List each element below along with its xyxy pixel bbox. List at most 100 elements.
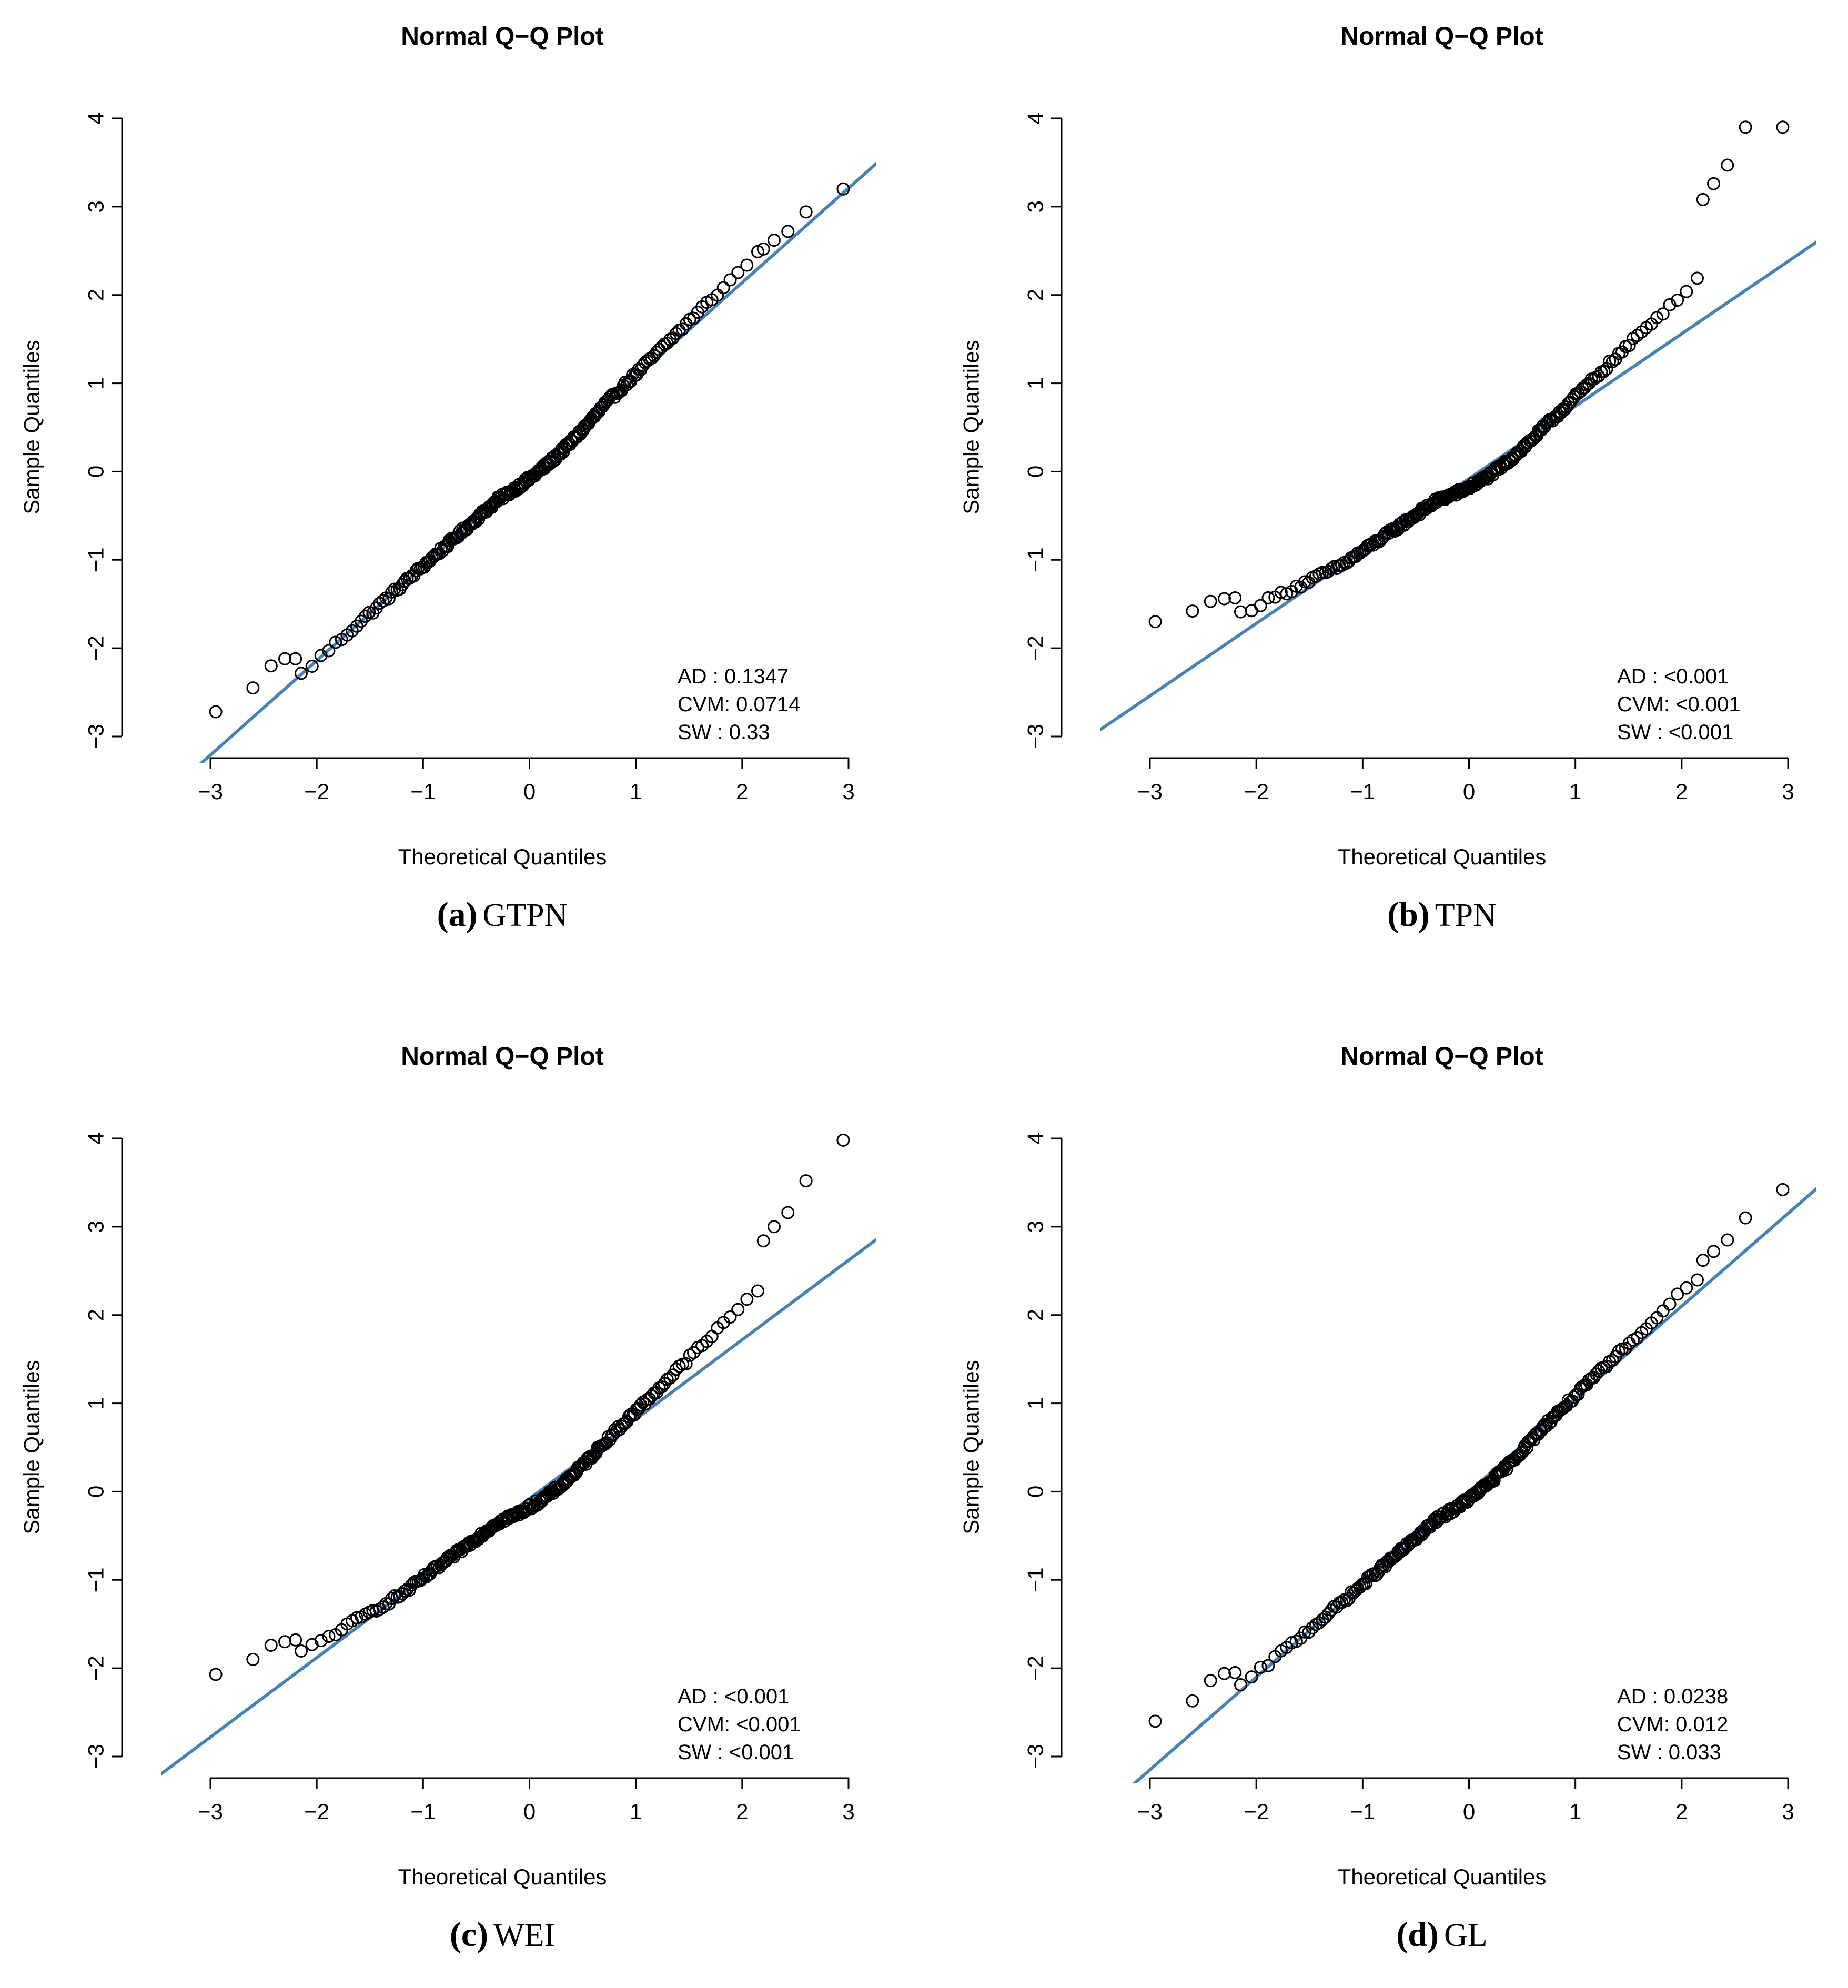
qq-point [740, 1293, 754, 1306]
y-tick-label: −3 [84, 724, 108, 749]
x-tick-label: −3 [198, 779, 223, 804]
y-tick-label: 2 [84, 1309, 108, 1321]
qq-point [1605, 355, 1619, 369]
qq-point [836, 182, 850, 196]
caption-name: GL [1444, 1918, 1488, 1953]
qq-point [799, 205, 813, 219]
qq-point [1656, 307, 1670, 321]
qq-point [598, 1437, 612, 1451]
qq-reference-line [1132, 1187, 1816, 1783]
y-tick-label: 1 [1023, 1397, 1048, 1409]
qq-point [295, 1644, 308, 1658]
qq-point [1656, 1304, 1670, 1318]
qq-point [278, 652, 292, 665]
x-tick-label: −1 [1350, 1799, 1375, 1824]
x-axis-label: Theoretical Quantiles [1338, 1864, 1547, 1889]
qq-point [246, 681, 260, 695]
y-tick-label: −1 [1023, 1567, 1048, 1592]
qq-point [716, 281, 730, 295]
qq-point [1186, 604, 1199, 618]
x-tick-label: −1 [1350, 779, 1375, 804]
x-tick-label: 2 [1675, 1799, 1688, 1824]
y-tick-label: 0 [84, 466, 108, 478]
qq-point [1663, 298, 1677, 311]
x-tick-label: −2 [1244, 779, 1269, 804]
x-tick-label: −2 [304, 1799, 329, 1824]
qq-point [396, 1587, 409, 1601]
x-tick-label: 1 [1569, 779, 1581, 804]
y-tick-label: 0 [1023, 1486, 1048, 1498]
qq-point [1680, 285, 1693, 298]
qq-point [1776, 120, 1790, 134]
qq-point [209, 705, 223, 719]
qq-point [1234, 1678, 1248, 1692]
qq-point [740, 258, 754, 272]
qq-point [1663, 1297, 1677, 1311]
qq-point [1721, 1233, 1734, 1247]
qq-point [264, 659, 278, 673]
gof-stat-line: CVM: <0.001 [1617, 693, 1741, 716]
gof-stat-line: AD : 0.0238 [1617, 1685, 1728, 1708]
qq-point [723, 273, 737, 287]
qq-point [1186, 1694, 1199, 1708]
qq-point [669, 327, 683, 340]
plot-area [1132, 1183, 1816, 1783]
qq-point [1513, 1448, 1527, 1462]
qq-point [289, 652, 302, 665]
qq-point [1539, 1419, 1553, 1433]
qq-point [1690, 271, 1704, 285]
y-tick-label: 3 [1023, 200, 1048, 213]
qq-point [350, 1611, 363, 1624]
y-tick-label: −1 [84, 547, 108, 572]
qq-point [1218, 592, 1231, 606]
y-axis-label: Sample Quantiles [19, 340, 44, 514]
y-tick-label: 4 [1023, 1132, 1048, 1144]
qq-panel-c: Normal Q−Q Plot −3 −2 −1 0 1 2 3 −3 −2 −1 0 1 2 3 4 Theo… [19, 1043, 876, 1954]
x-axis-label: Theoretical Quantiles [1338, 844, 1547, 869]
qq-point [1204, 1674, 1217, 1688]
plot-title: Normal Q−Q Plot [401, 23, 603, 51]
y-tick-label: 4 [84, 112, 108, 124]
panel-caption: (d) GL [1396, 1915, 1487, 1954]
gof-stat-line: CVM: <0.001 [678, 1713, 801, 1736]
qq-point [329, 635, 342, 649]
x-tick-label: 0 [1463, 1799, 1475, 1824]
qq-point [723, 1310, 737, 1324]
y-tick-label: 2 [84, 289, 108, 301]
qq-point [1538, 1418, 1551, 1431]
x-axis-label: Theoretical Quantiles [398, 1864, 607, 1889]
y-tick-label: −3 [1023, 1744, 1048, 1769]
panel-caption: (a) GTPN [437, 895, 568, 934]
qq-point [1234, 605, 1248, 619]
y-tick-label: 1 [84, 1397, 108, 1409]
x-tick-label: 1 [630, 1799, 642, 1824]
qq-point [1204, 594, 1217, 608]
y-tick-label: 3 [84, 200, 108, 213]
qq-point [382, 592, 396, 606]
qq-point [1706, 1245, 1720, 1258]
x-tick-label: −3 [1137, 779, 1163, 804]
qq-point [1567, 1390, 1581, 1404]
y-tick-label: 0 [84, 1486, 108, 1498]
qq-point [246, 1652, 260, 1666]
qq-point [636, 359, 650, 372]
y-axis-label: Sample Quantiles [959, 340, 984, 514]
qq-point [1261, 591, 1275, 604]
qq-point [679, 1357, 693, 1370]
qq-point [1302, 1626, 1316, 1639]
qq-point [781, 1206, 795, 1219]
qq-point [1298, 1625, 1311, 1639]
qq-point [314, 1634, 328, 1648]
y-tick-label: 0 [1023, 466, 1048, 478]
caption-letter: (c) [450, 1915, 488, 1954]
qq-point [1696, 1254, 1710, 1267]
qq-point [305, 660, 319, 673]
qq-point [767, 1220, 781, 1234]
qq-point [1148, 1714, 1162, 1728]
qq-point [1571, 1388, 1585, 1401]
qq-point [264, 1639, 278, 1652]
y-tick-label: −3 [84, 1744, 108, 1769]
qq-point [345, 624, 359, 638]
caption-letter: (b) [1387, 895, 1430, 934]
